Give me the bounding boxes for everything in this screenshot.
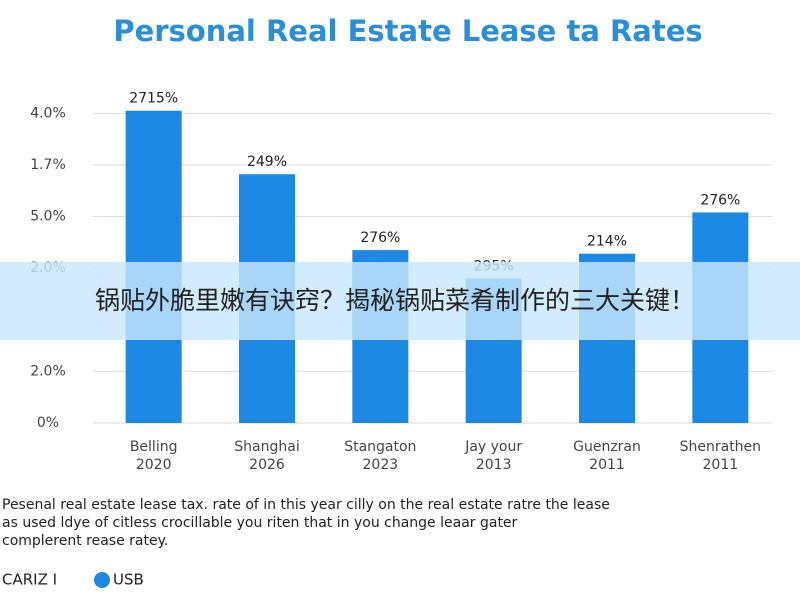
overlay-band [0,262,800,340]
y-tick-label: 4.0% [30,105,66,121]
x-tick-label: Shanghai [234,439,299,455]
legend-label: USB [113,571,144,589]
chart-title: Personal Real Estate Lease ta Rates [113,14,702,48]
x-tick-label: 2011 [589,457,625,473]
bar-annotation: 214% [587,234,627,250]
x-tick-label: Belling [130,439,178,455]
caption: Pesenal real estate lease tax. rate of i… [2,497,610,513]
y-tick-label: 2.0% [30,363,66,379]
caption: complerent rease ratey. [2,533,168,549]
x-tick-label: Shenrathen [680,439,761,455]
legend-label: CARIZ I [2,571,57,589]
x-tick-label: Jay your [464,439,522,455]
x-tick-label: Guenzran [573,439,641,455]
y-tick-label: 0% [37,415,59,431]
x-tick-label: 2023 [363,457,399,473]
caption: as used ldye of citless crocillable you … [2,515,518,531]
x-tick-label: 2020 [136,457,172,473]
x-tick-label: 2013 [476,457,512,473]
bar-annotation: 276% [700,192,740,208]
legend-marker [94,572,110,588]
x-tick-label: 2011 [703,457,739,473]
bar-annotation: 276% [360,230,400,246]
bar-annotation: 249% [247,154,287,170]
y-tick-label: 1.7% [30,157,66,173]
overlay-text: 锅贴外脆里嫩有诀窍？揭秘锅贴菜肴制作的三大关键！ [95,286,695,315]
x-tick-label: Stangaton [344,439,416,455]
y-tick-label: 5.0% [30,209,66,225]
x-tick-label: 2026 [249,457,285,473]
bar-annotation: 2715% [129,91,178,107]
